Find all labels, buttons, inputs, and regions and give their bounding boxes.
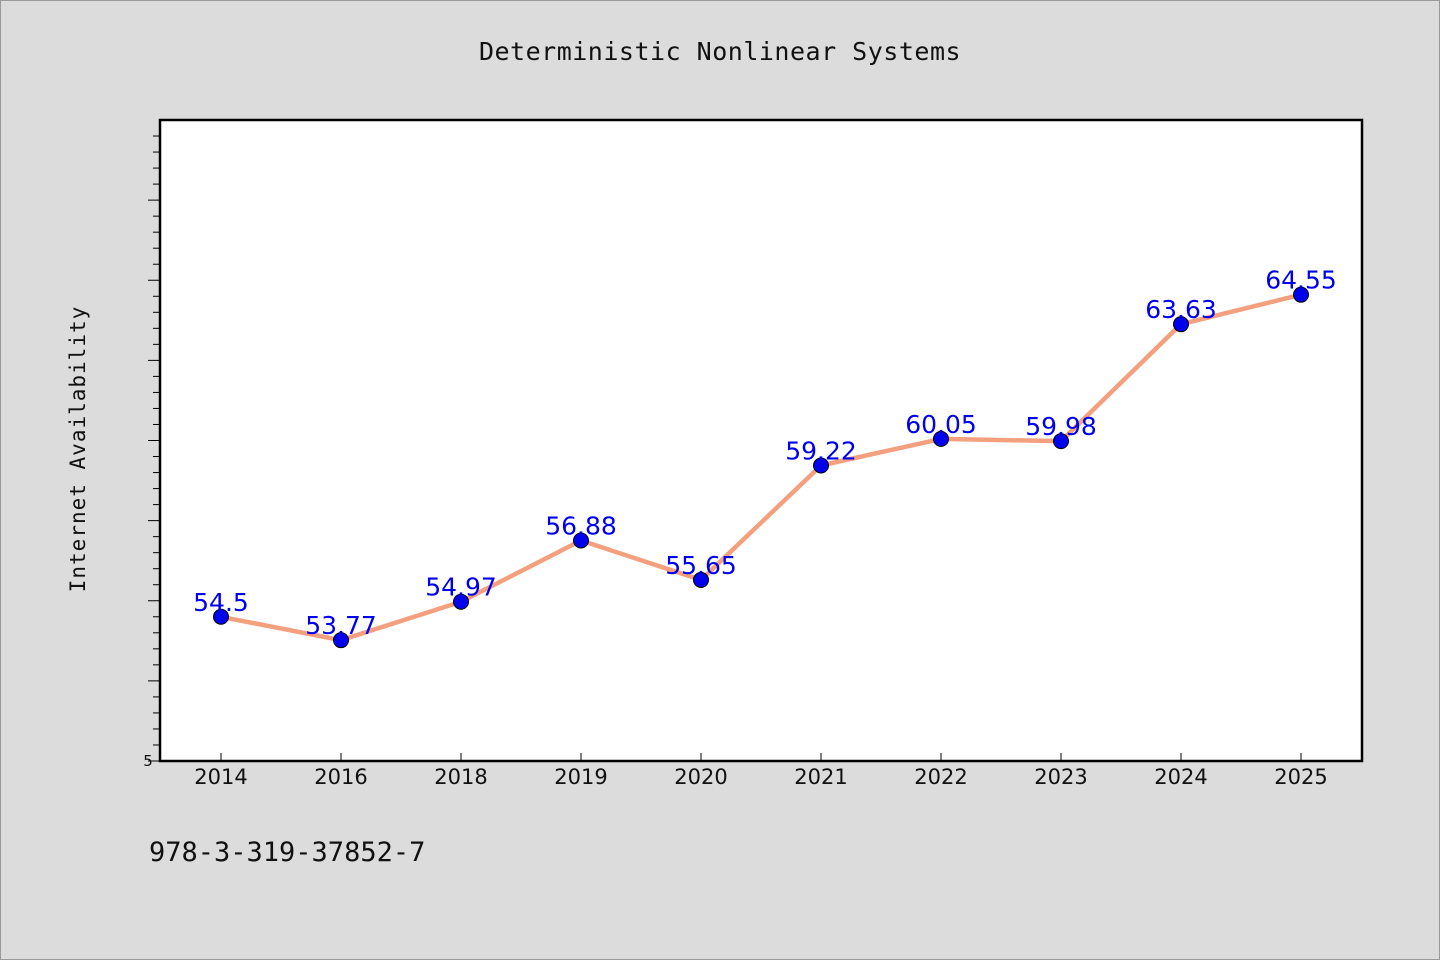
chart-title: Deterministic Nonlinear Systems: [478, 37, 962, 66]
data-label: 55.65: [665, 551, 737, 580]
data-label: 59.22: [785, 436, 857, 465]
data-point-marker: [573, 532, 589, 549]
data-label: 53.77: [305, 611, 377, 640]
x-tick-label: 2021: [794, 765, 847, 789]
data-point-marker: [213, 608, 229, 625]
data-label: 63.63: [1145, 295, 1217, 324]
data-point-marker: [1173, 316, 1189, 333]
plot-area: [158, 118, 1364, 763]
data-markers: [213, 286, 1309, 649]
y-tick-label: 5: [143, 752, 153, 770]
x-tick-label: 2025: [1274, 765, 1327, 789]
data-label: 54.5: [193, 588, 249, 617]
data-point-marker: [693, 571, 709, 588]
data-point-marker: [813, 457, 829, 474]
data-label: 64.55: [1265, 266, 1337, 295]
data-label: 56.88: [545, 511, 617, 540]
x-tick-label: 2019: [554, 765, 607, 789]
x-tick-label: 2023: [1034, 765, 1087, 789]
x-tick-label: 2022: [914, 765, 967, 789]
data-point-marker: [333, 632, 349, 649]
x-tick-label: 2024: [1154, 765, 1207, 789]
data-label: 59.98: [1025, 412, 1097, 441]
data-label: 54.97: [425, 573, 497, 602]
x-tick-label: 2018: [434, 765, 487, 789]
x-tick-label: 2014: [194, 765, 247, 789]
x-tick-label: 2016: [314, 765, 367, 789]
y-axis-ticks: 5: [143, 135, 160, 770]
data-point-marker: [933, 430, 949, 447]
data-labels: 54.5 53.77 54.97 56.88 55.65 59.22 60.05 59.98 6…: [193, 266, 1337, 640]
x-axis-ticks: 2014 2016 2018 2019 2020 2021 2022 2023 2024 2025: [194, 753, 1328, 789]
data-point-marker: [1293, 286, 1309, 303]
data-label: 60.05: [905, 410, 977, 439]
x-tick-label: 2020: [674, 765, 727, 789]
data-point-marker: [1053, 433, 1069, 450]
series-line: [218, 292, 1304, 643]
data-point-marker: [453, 593, 469, 610]
footnote-isbn: 978-3-319-37852-7: [149, 837, 426, 868]
